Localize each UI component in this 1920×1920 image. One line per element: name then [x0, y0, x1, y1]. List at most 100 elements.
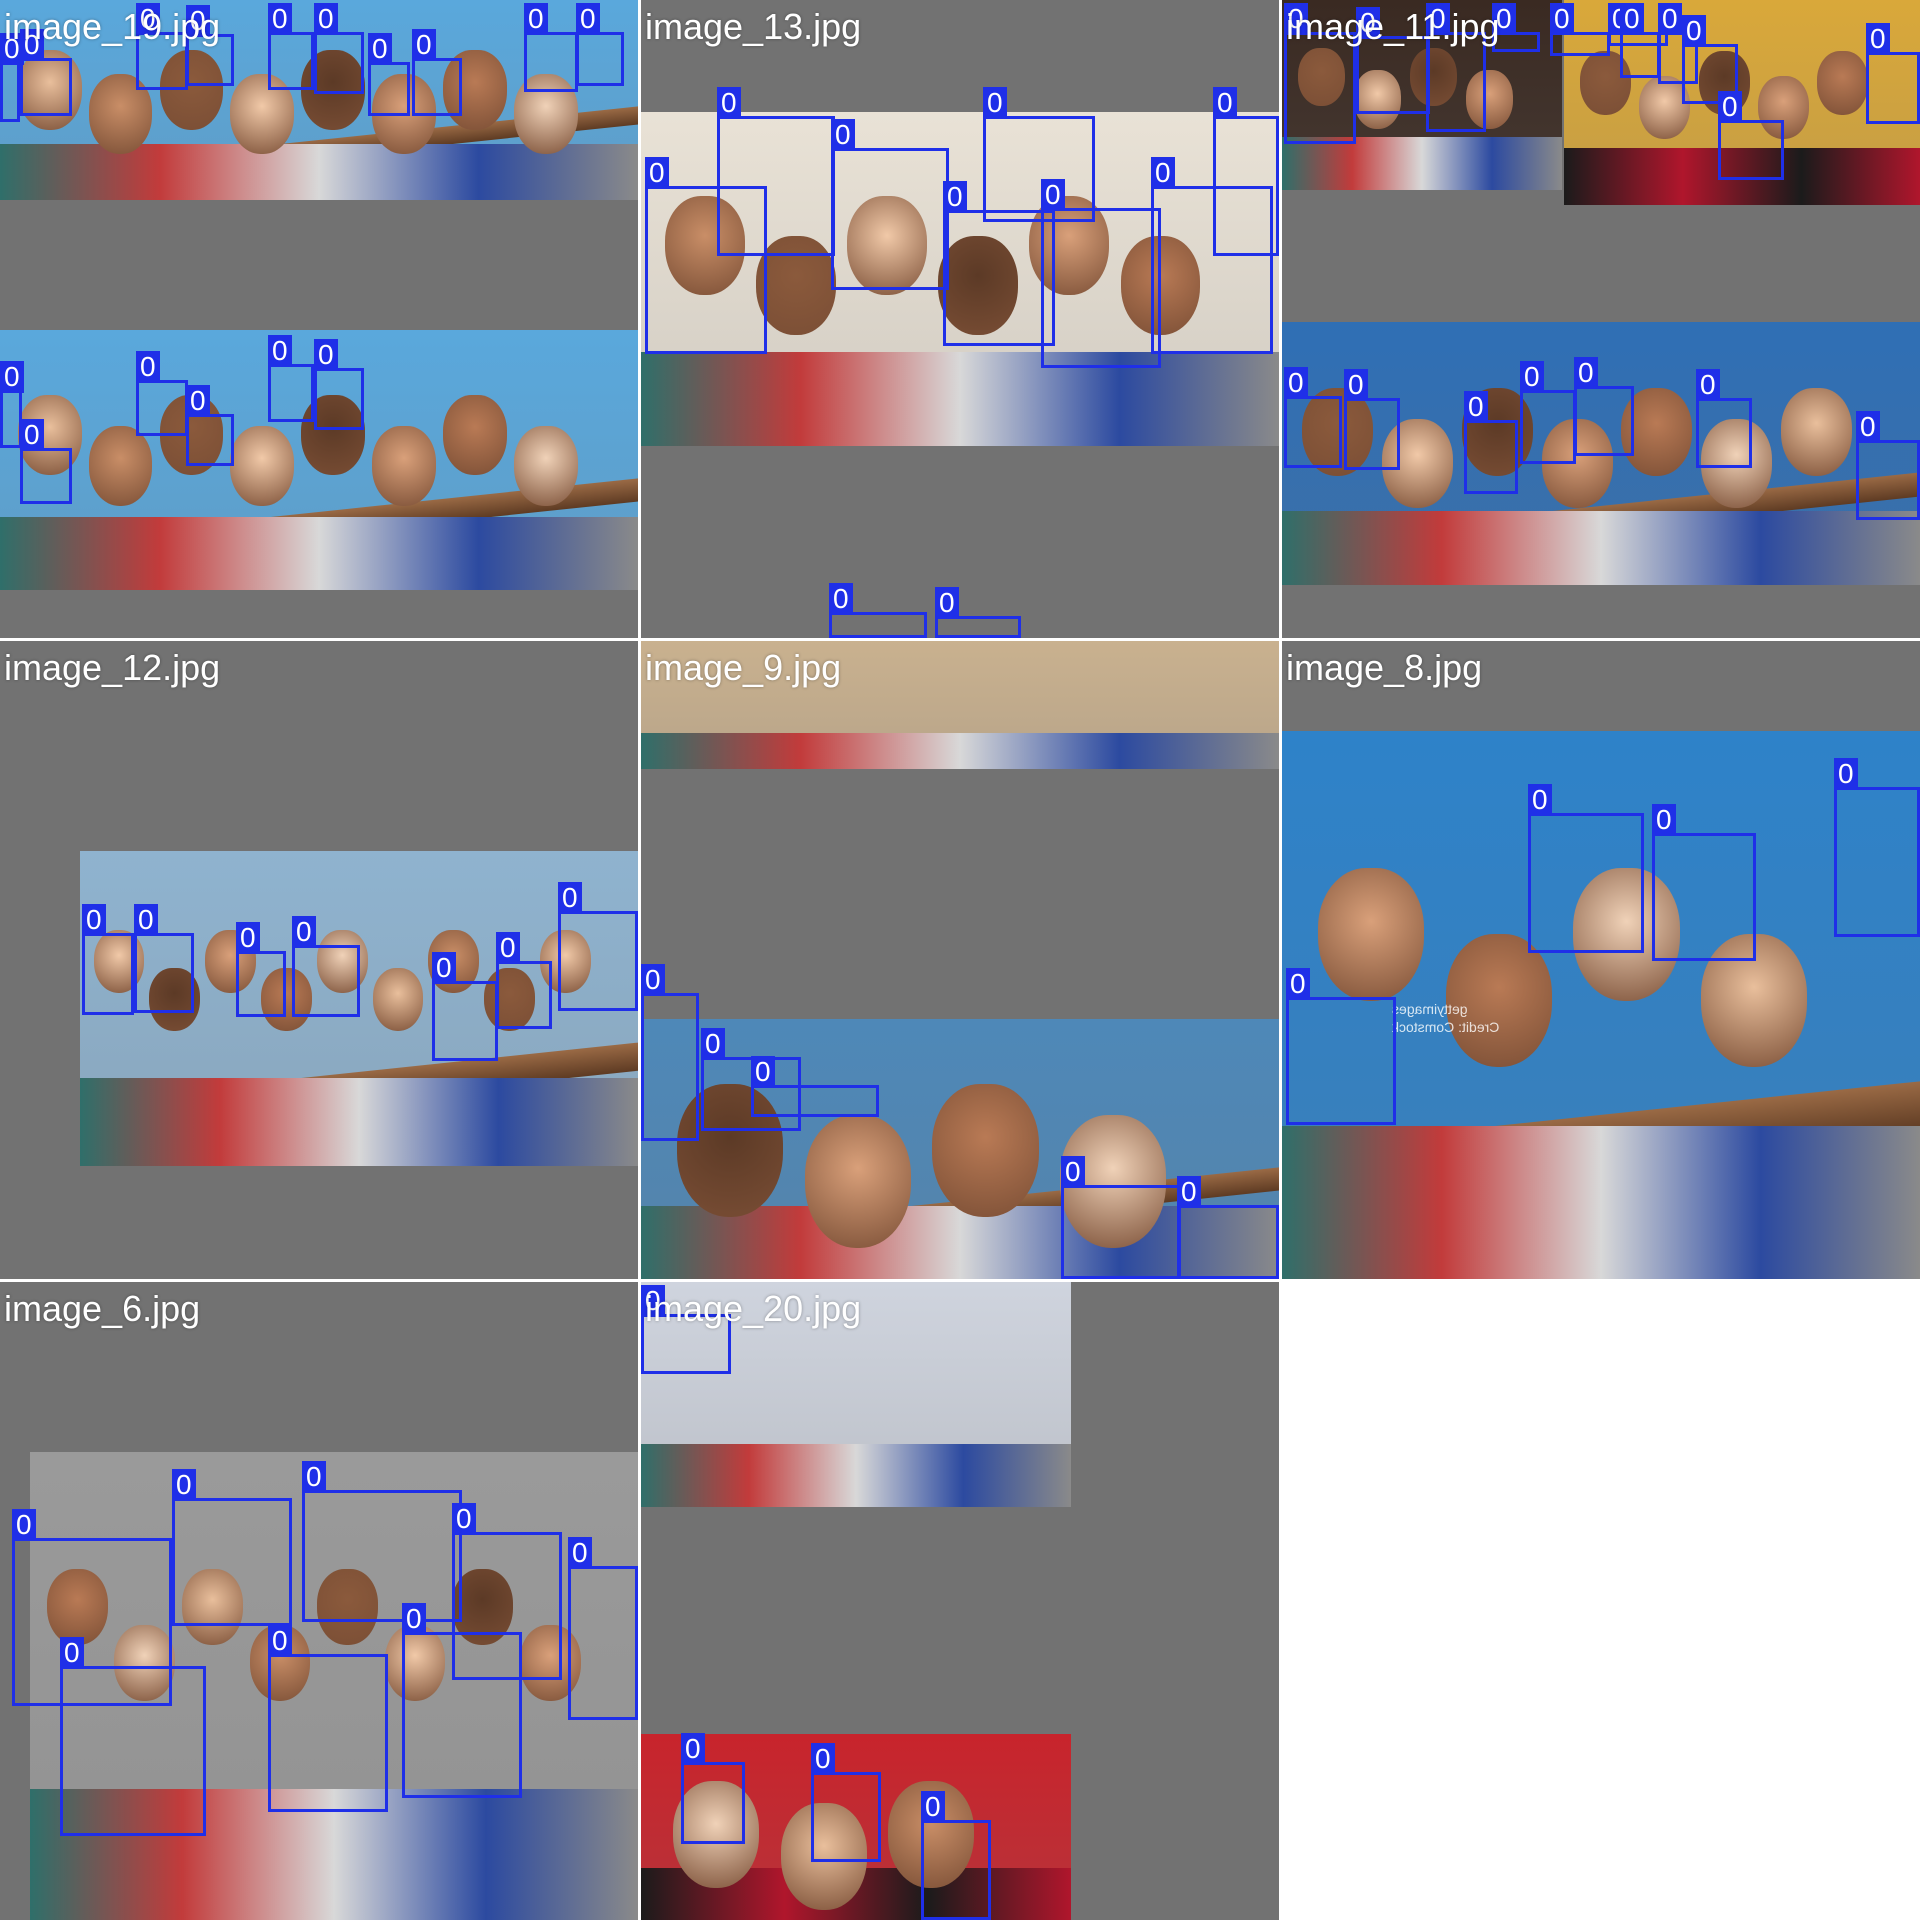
- class-label: 0: [1041, 179, 1065, 211]
- face-bounding-box: 0: [186, 5, 234, 86]
- face-bounding-box: 0: [496, 932, 552, 1029]
- crowd-clothing: [1282, 511, 1920, 585]
- tile-5: gettyimages Credit: Comstock 0 0 0 0 image_8.j…: [1280, 639, 1920, 1281]
- face-bounding-box: 0: [1177, 1176, 1279, 1279]
- face-bounding-box: 0: [20, 29, 72, 116]
- face-bounding-box: 0: [1528, 784, 1644, 953]
- image-filename: image_8.jpg: [1286, 647, 1483, 688]
- person-face: [1445, 933, 1553, 1067]
- class-label: 0: [314, 3, 338, 35]
- crowd-clothing: [80, 1077, 638, 1166]
- face-bounding-box: 0: [1718, 91, 1784, 180]
- face-bounding-box: 0: [1620, 3, 1660, 78]
- class-label: 0: [1620, 3, 1644, 35]
- face-bounding-box: 0: [811, 1743, 881, 1862]
- class-label: 0: [1682, 15, 1706, 47]
- person-face: [847, 195, 927, 296]
- face-bounding-box: 0: [576, 3, 624, 86]
- image-filename: image_13.jpg: [645, 6, 862, 47]
- class-label: 0: [641, 964, 665, 996]
- face-bounding-box: 0: [681, 1733, 745, 1844]
- class-label: 0: [136, 3, 160, 35]
- person-face: [1409, 47, 1457, 106]
- class-label: 0: [1177, 1176, 1201, 1208]
- class-label: 0: [1856, 411, 1880, 443]
- image-filename: image_6.jpg: [4, 1288, 201, 1329]
- person-face: [664, 195, 745, 296]
- face-bounding-box: 0: [1286, 968, 1396, 1125]
- tile-2: 000000000000000000image_11.jpg: [1280, 0, 1920, 640]
- face-bounding-box: 0: [1682, 15, 1738, 104]
- class-label: 0: [20, 419, 44, 451]
- face-bounding-box: 0: [751, 1056, 879, 1117]
- class-label: 0: [1718, 91, 1742, 123]
- tile-7: 0 0 0 0 image_20.jpg: [639, 1280, 1281, 1920]
- face-bounding-box: 0: [12, 1509, 172, 1706]
- class-label: 0: [82, 904, 106, 936]
- class-label: 0: [186, 385, 210, 417]
- tile-4: 0 0 0 0 0 image_9.jpg: [639, 639, 1281, 1281]
- face-bounding-box: 0: [1426, 3, 1486, 132]
- image-filename: image_11.jpg: [1286, 6, 1500, 47]
- face-bounding-box: 0: [568, 1537, 638, 1720]
- class-label: 0: [368, 33, 392, 65]
- class-label: 0: [432, 952, 456, 984]
- person-face: [513, 426, 578, 506]
- class-label: 0: [1520, 361, 1544, 393]
- class-label: 0: [1464, 391, 1488, 423]
- crowd-clothing: [0, 517, 638, 590]
- face-bounding-box: 0: [314, 3, 364, 94]
- class-label: 0: [1492, 3, 1516, 35]
- class-label: 0: [1866, 23, 1890, 55]
- face-bounding-box: 0: [1520, 361, 1576, 464]
- face-bounding-box: 0: [1658, 3, 1698, 84]
- face-bounding-box: 0: [921, 1791, 991, 1920]
- face-bounding-box: 0: [1574, 357, 1634, 456]
- face-bounding-box: 0: [432, 952, 498, 1061]
- class-label: 0: [568, 1537, 592, 1569]
- tile-0: 0 0 0 0 0 0 0 0 0 0 0 0 0 0 0 0 image_19.jpg: [0, 0, 640, 640]
- class-label: 0: [558, 882, 582, 914]
- crowd-clothing: [641, 1444, 1071, 1507]
- person-face: [932, 1084, 1039, 1217]
- class-label: 0: [811, 1743, 835, 1775]
- crowd-clothing: [641, 352, 1279, 446]
- class-label: 0: [717, 87, 741, 119]
- person-face: [1382, 419, 1453, 508]
- class-label: 0: [921, 1791, 945, 1823]
- tile-3: 0 0 0 0 0 0 0 image_12.jpg: [0, 639, 640, 1281]
- class-label: 0: [1528, 784, 1552, 816]
- person-face: [1639, 75, 1691, 140]
- class-label: 0: [268, 3, 292, 35]
- person-face: [384, 1625, 446, 1702]
- class-label: 0: [402, 1603, 426, 1635]
- class-label: 0: [1284, 3, 1308, 35]
- class-label: 0: [701, 1028, 725, 1060]
- face-bounding-box: 0: [292, 916, 360, 1017]
- photo-waving: [641, 1019, 1279, 1279]
- person-face: [756, 235, 836, 336]
- class-label: 0: [645, 157, 669, 189]
- face-bounding-box: 0: [1151, 157, 1273, 354]
- class-label: 0: [292, 916, 316, 948]
- face-bounding-box: 0: [268, 335, 314, 422]
- person-face: [938, 235, 1019, 336]
- class-label: 0: [1658, 3, 1682, 35]
- person-face: [114, 1625, 176, 1702]
- person-face: [1297, 47, 1345, 106]
- watermark-text: Credit: Comstock: [1392, 1019, 1500, 1035]
- class-label: 0: [0, 361, 24, 393]
- face-bounding-box: 0: [558, 882, 638, 1011]
- face-bounding-box: 0: [645, 157, 767, 354]
- photo-waving: [1282, 322, 1920, 585]
- face-bounding-box: 0: [1866, 23, 1920, 124]
- class-label: 0: [172, 1469, 196, 1501]
- face-bounding-box: 0: [1652, 804, 1756, 961]
- face-bounding-box: 0: [136, 351, 188, 436]
- face-bounding-box: 0: [831, 119, 949, 290]
- person-face: [1318, 868, 1425, 1001]
- crowd-clothing: [1282, 136, 1562, 190]
- class-label: 0: [314, 339, 338, 371]
- person-face: [261, 967, 312, 1031]
- face-bounding-box: 0: [935, 587, 1021, 638]
